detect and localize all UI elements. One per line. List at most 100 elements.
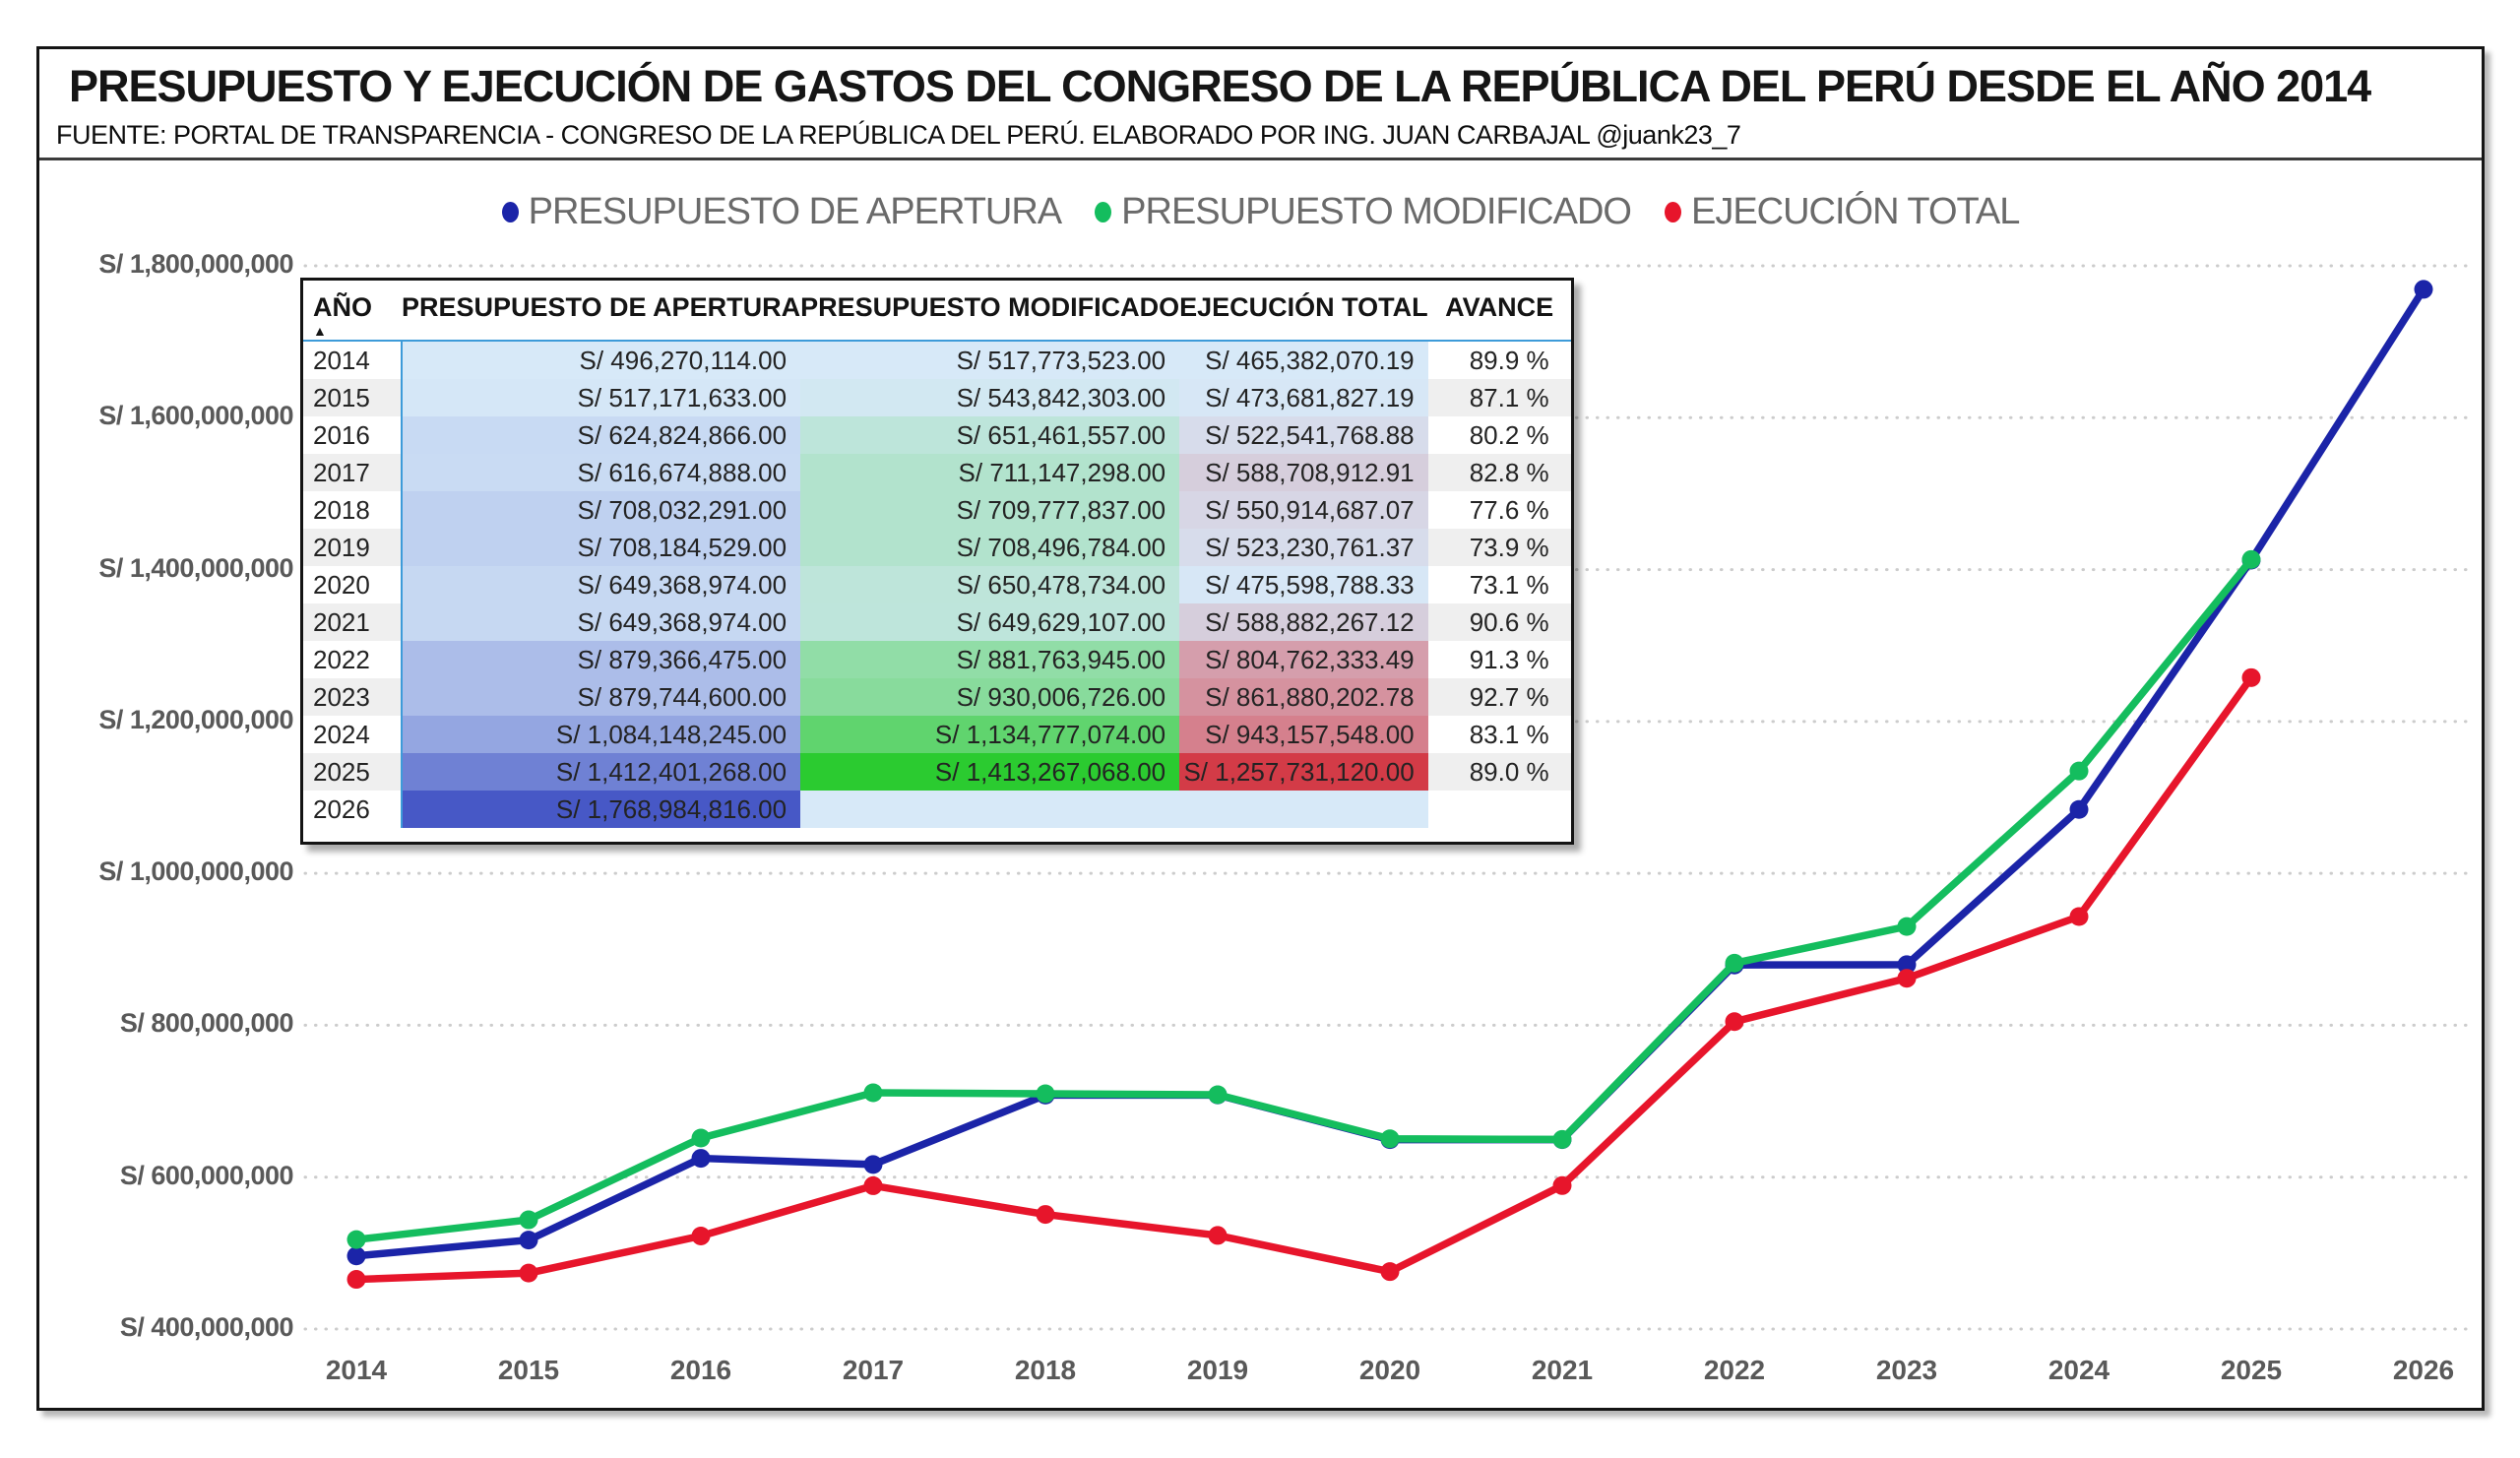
y-tick-label: S/ 800,000,000 [119, 1008, 294, 1039]
cell-apertura: S/ 708,032,291.00 [402, 491, 801, 529]
data-point[interactable] [1036, 1084, 1055, 1104]
page-subtitle: FUENTE: PORTAL DE TRANSPARENCIA - CONGRE… [56, 120, 1741, 150]
data-point[interactable] [2241, 667, 2261, 687]
table-row[interactable]: 2025 S/ 1,412,401,268.00 S/ 1,413,267,068.… [303, 753, 1571, 791]
x-tick-label: 2015 [497, 1355, 560, 1385]
cell-ejecucion: S/ 1,257,731,120.00 [1179, 753, 1428, 791]
column-header-avance[interactable]: AVANCE [1428, 281, 1571, 341]
cell-avance: 89.0 % [1427, 753, 1571, 791]
cell-ejecucion: S/ 861,880,202.78 [1179, 678, 1428, 716]
column-header-year[interactable]: AÑO ▲ [303, 281, 402, 341]
table-row[interactable]: 2024 S/ 1,084,148,245.00 S/ 1,134,777,074.… [303, 716, 1571, 753]
table-row[interactable]: 2016 S/ 624,824,866.00 S/ 651,461,557.00 S/… [303, 416, 1571, 454]
table-row[interactable]: 2019 S/ 708,184,529.00 S/ 708,496,784.00 S/… [303, 529, 1571, 566]
data-point[interactable] [691, 1226, 711, 1245]
data-point[interactable] [2069, 761, 2089, 781]
table-row[interactable]: 2022 S/ 879,366,475.00 S/ 881,763,945.00 S/… [303, 641, 1571, 678]
cell-avance: 87.1 % [1427, 379, 1571, 416]
data-point[interactable] [2241, 549, 2261, 569]
data-point[interactable] [863, 1083, 883, 1103]
legend-dot-icon [1664, 201, 1681, 222]
x-tick-label: 2021 [1531, 1355, 1594, 1385]
cell-ejecucion: S/ 523,230,761.37 [1179, 529, 1428, 566]
y-tick-label: S/ 1,400,000,000 [98, 552, 293, 583]
cell-modificado: S/ 1,413,267,068.00 [800, 753, 1180, 791]
cell-ejecucion: S/ 550,914,687.07 [1179, 491, 1428, 529]
cell-ejecucion: S/ 522,541,768.88 [1179, 416, 1428, 454]
cell-apertura: S/ 649,368,974.00 [402, 603, 801, 641]
column-header-label: AÑO [313, 292, 372, 322]
x-tick-label: 2024 [2048, 1355, 2110, 1385]
column-header-apertura[interactable]: PRESUPUESTO DE APERTURA [402, 281, 800, 341]
data-point[interactable] [691, 1149, 711, 1169]
data-point[interactable] [346, 1270, 366, 1290]
cell-apertura: S/ 517,171,633.00 [402, 379, 801, 416]
data-point[interactable] [2069, 907, 2089, 926]
data-point[interactable] [691, 1128, 711, 1148]
legend-item-label: PRESUPUESTO MODIFICADO [1121, 190, 1632, 232]
cell-avance: 77.6 % [1427, 491, 1571, 529]
cell-year: 2019 [303, 529, 403, 566]
data-point[interactable] [519, 1231, 538, 1250]
data-point[interactable] [519, 1263, 538, 1283]
table-row[interactable]: 2014 S/ 496,270,114.00 S/ 517,773,523.00 S/… [303, 341, 1571, 379]
cell-year: 2023 [303, 678, 403, 716]
legend-item-0[interactable]: PRESUPUESTO DE APERTURA [501, 191, 1062, 233]
table-row[interactable]: 2017 S/ 616,674,888.00 S/ 711,147,298.00 S/… [303, 454, 1571, 491]
data-point[interactable] [519, 1210, 538, 1230]
table-row[interactable]: 2020 S/ 649,368,974.00 S/ 650,478,734.00 S/… [303, 566, 1571, 603]
table-row[interactable]: 2021 S/ 649,368,974.00 S/ 649,629,107.00 S/… [303, 603, 1571, 641]
table-row[interactable]: 2023 S/ 879,744,600.00 S/ 930,006,726.00 S/… [303, 678, 1571, 716]
data-point[interactable] [1208, 1226, 1228, 1245]
table-row[interactable]: 2018 S/ 708,032,291.00 S/ 709,777,837.00 S/… [303, 491, 1571, 529]
data-point[interactable] [1380, 1262, 1400, 1282]
data-point[interactable] [1897, 955, 1917, 975]
cell-year: 2026 [303, 791, 403, 828]
cell-avance [1427, 791, 1571, 828]
data-point[interactable] [1380, 1129, 1400, 1149]
cell-avance: 82.8 % [1427, 454, 1571, 491]
cell-ejecucion: S/ 804,762,333.49 [1179, 641, 1428, 678]
cell-avance: 73.1 % [1427, 566, 1571, 603]
legend-item-2[interactable]: EJECUCIÓN TOTAL [1664, 191, 2020, 233]
column-header-label: AVANCE [1445, 292, 1554, 322]
y-tick-label: S/ 1,800,000,000 [98, 249, 293, 279]
data-point[interactable] [1725, 1012, 1744, 1032]
x-tick-label: 2022 [1703, 1355, 1766, 1385]
cell-year: 2020 [303, 566, 403, 603]
column-header-ejecucion[interactable]: EJECUCIÓN TOTAL [1179, 281, 1428, 341]
x-tick-label: 2025 [2220, 1355, 2283, 1385]
cell-year: 2018 [303, 491, 403, 529]
data-point[interactable] [1552, 1129, 1572, 1149]
column-header-modificado[interactable]: PRESUPUESTO MODIFICADO [800, 281, 1179, 341]
cell-modificado [800, 791, 1180, 828]
y-tick-label: S/ 1,000,000,000 [98, 856, 293, 887]
x-tick-label: 2019 [1186, 1355, 1249, 1385]
data-point[interactable] [1725, 953, 1744, 973]
cell-year: 2024 [303, 716, 403, 753]
data-point[interactable] [2069, 799, 2089, 819]
table-row[interactable]: 2015 S/ 517,171,633.00 S/ 543,842,303.00 S/… [303, 379, 1571, 416]
data-point[interactable] [346, 1246, 366, 1266]
cell-ejecucion: S/ 588,882,267.12 [1179, 603, 1428, 641]
data-point[interactable] [2414, 280, 2433, 299]
legend-item-1[interactable]: PRESUPUESTO MODIFICADO [1095, 190, 1632, 233]
table-row[interactable]: 2026 S/ 1,768,984,816.00 [303, 791, 1571, 828]
cell-year: 2015 [303, 379, 403, 416]
cell-modificado: S/ 651,461,557.00 [800, 416, 1180, 454]
data-point[interactable] [1552, 1175, 1572, 1195]
data-point[interactable] [346, 1230, 366, 1249]
cell-year: 2025 [303, 753, 403, 791]
data-point[interactable] [1036, 1205, 1055, 1225]
cell-year: 2017 [303, 454, 403, 491]
data-point[interactable] [1897, 969, 1917, 988]
cell-modificado: S/ 711,147,298.00 [800, 454, 1180, 491]
page-title: PRESUPUESTO Y EJECUCIÓN DE GASTOS DEL CO… [69, 61, 2371, 111]
data-point[interactable] [863, 1155, 883, 1174]
y-tick-label: S/ 1,600,000,000 [98, 401, 293, 431]
sort-ascending-icon[interactable]: ▲ [313, 323, 327, 339]
data-point[interactable] [1897, 917, 1917, 936]
legend-dot-icon [501, 201, 519, 222]
data-point[interactable] [863, 1175, 883, 1195]
data-point[interactable] [1208, 1085, 1228, 1105]
